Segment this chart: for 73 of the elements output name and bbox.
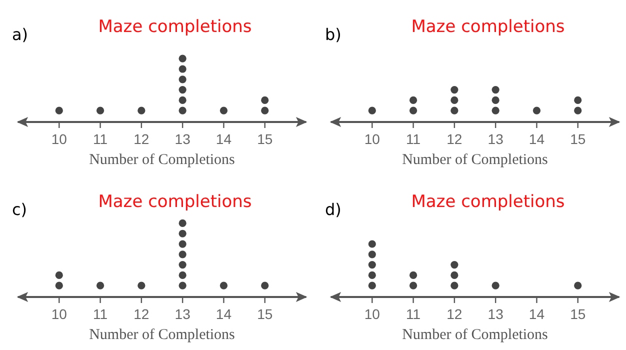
x-tick-label: 13 bbox=[488, 306, 504, 322]
point bbox=[178, 219, 186, 228]
x-tick-label: 11 bbox=[406, 306, 421, 322]
chart-title: Maze completions bbox=[411, 17, 565, 37]
x-tick-label: 15 bbox=[257, 306, 273, 322]
point bbox=[96, 106, 104, 114]
point bbox=[368, 271, 376, 279]
point bbox=[96, 282, 104, 290]
x-tick-label: 14 bbox=[528, 306, 545, 322]
point bbox=[138, 282, 146, 290]
text: d) bbox=[325, 200, 342, 219]
x-axis-title: Number of Completions bbox=[89, 327, 236, 343]
point bbox=[178, 54, 186, 62]
x-tick-label: 10 bbox=[51, 131, 68, 147]
text: b) bbox=[325, 25, 342, 44]
point bbox=[368, 250, 376, 258]
x-tick-label: 11 bbox=[93, 131, 108, 147]
x-tick-label: 15 bbox=[570, 131, 586, 147]
x-tick-label: 11 bbox=[406, 131, 421, 147]
x-tick-label: 15 bbox=[257, 131, 273, 147]
point bbox=[450, 261, 458, 269]
x-tick-label: 12 bbox=[134, 306, 150, 322]
x-axis-title: Number of Completions bbox=[402, 152, 548, 168]
point bbox=[55, 271, 63, 280]
point bbox=[450, 282, 458, 290]
text: a) bbox=[12, 25, 28, 44]
point bbox=[178, 106, 186, 114]
point bbox=[178, 76, 186, 84]
point bbox=[178, 261, 186, 269]
x-tick-label: 15 bbox=[570, 306, 586, 322]
x-tick-label: 11 bbox=[93, 306, 108, 322]
x-tick-label: 10 bbox=[51, 306, 68, 322]
x-tick-label: 14 bbox=[528, 131, 545, 147]
point bbox=[55, 282, 63, 290]
point bbox=[220, 282, 228, 290]
point bbox=[261, 282, 269, 290]
x-tick-label: 13 bbox=[174, 131, 191, 147]
point bbox=[138, 106, 146, 114]
point bbox=[368, 261, 376, 269]
point bbox=[409, 271, 418, 279]
x-tick-label: 14 bbox=[216, 306, 232, 322]
point bbox=[409, 282, 418, 290]
x-tick-label: 13 bbox=[174, 306, 191, 322]
x-tick-label: 10 bbox=[364, 131, 380, 147]
x-tick-label: 10 bbox=[364, 306, 380, 322]
point bbox=[178, 250, 186, 258]
point bbox=[261, 96, 269, 104]
x-axis-title: Number of Completions bbox=[402, 327, 548, 343]
x-tick-label: 12 bbox=[446, 131, 462, 147]
x-tick-label: 12 bbox=[134, 131, 150, 147]
point bbox=[178, 96, 186, 104]
point bbox=[368, 282, 376, 290]
point bbox=[220, 106, 228, 114]
point bbox=[178, 271, 186, 280]
x-tick-label: 13 bbox=[488, 131, 504, 147]
point bbox=[178, 240, 186, 248]
text: c) bbox=[12, 200, 28, 219]
x-tick-label: 14 bbox=[216, 131, 232, 147]
point bbox=[450, 271, 458, 279]
point bbox=[178, 230, 186, 238]
point bbox=[574, 282, 582, 290]
point bbox=[492, 282, 500, 290]
point bbox=[261, 106, 269, 114]
point bbox=[55, 106, 63, 114]
point bbox=[178, 86, 186, 94]
x-tick-label: 12 bbox=[446, 306, 462, 322]
chart-title: Maze completions bbox=[98, 192, 252, 212]
point bbox=[178, 65, 186, 73]
point bbox=[368, 240, 376, 248]
chart-title: Maze completions bbox=[411, 192, 565, 212]
chart-title: Maze completions bbox=[98, 17, 252, 37]
x-axis-title: Number of Completions bbox=[89, 152, 236, 168]
point bbox=[178, 282, 186, 290]
